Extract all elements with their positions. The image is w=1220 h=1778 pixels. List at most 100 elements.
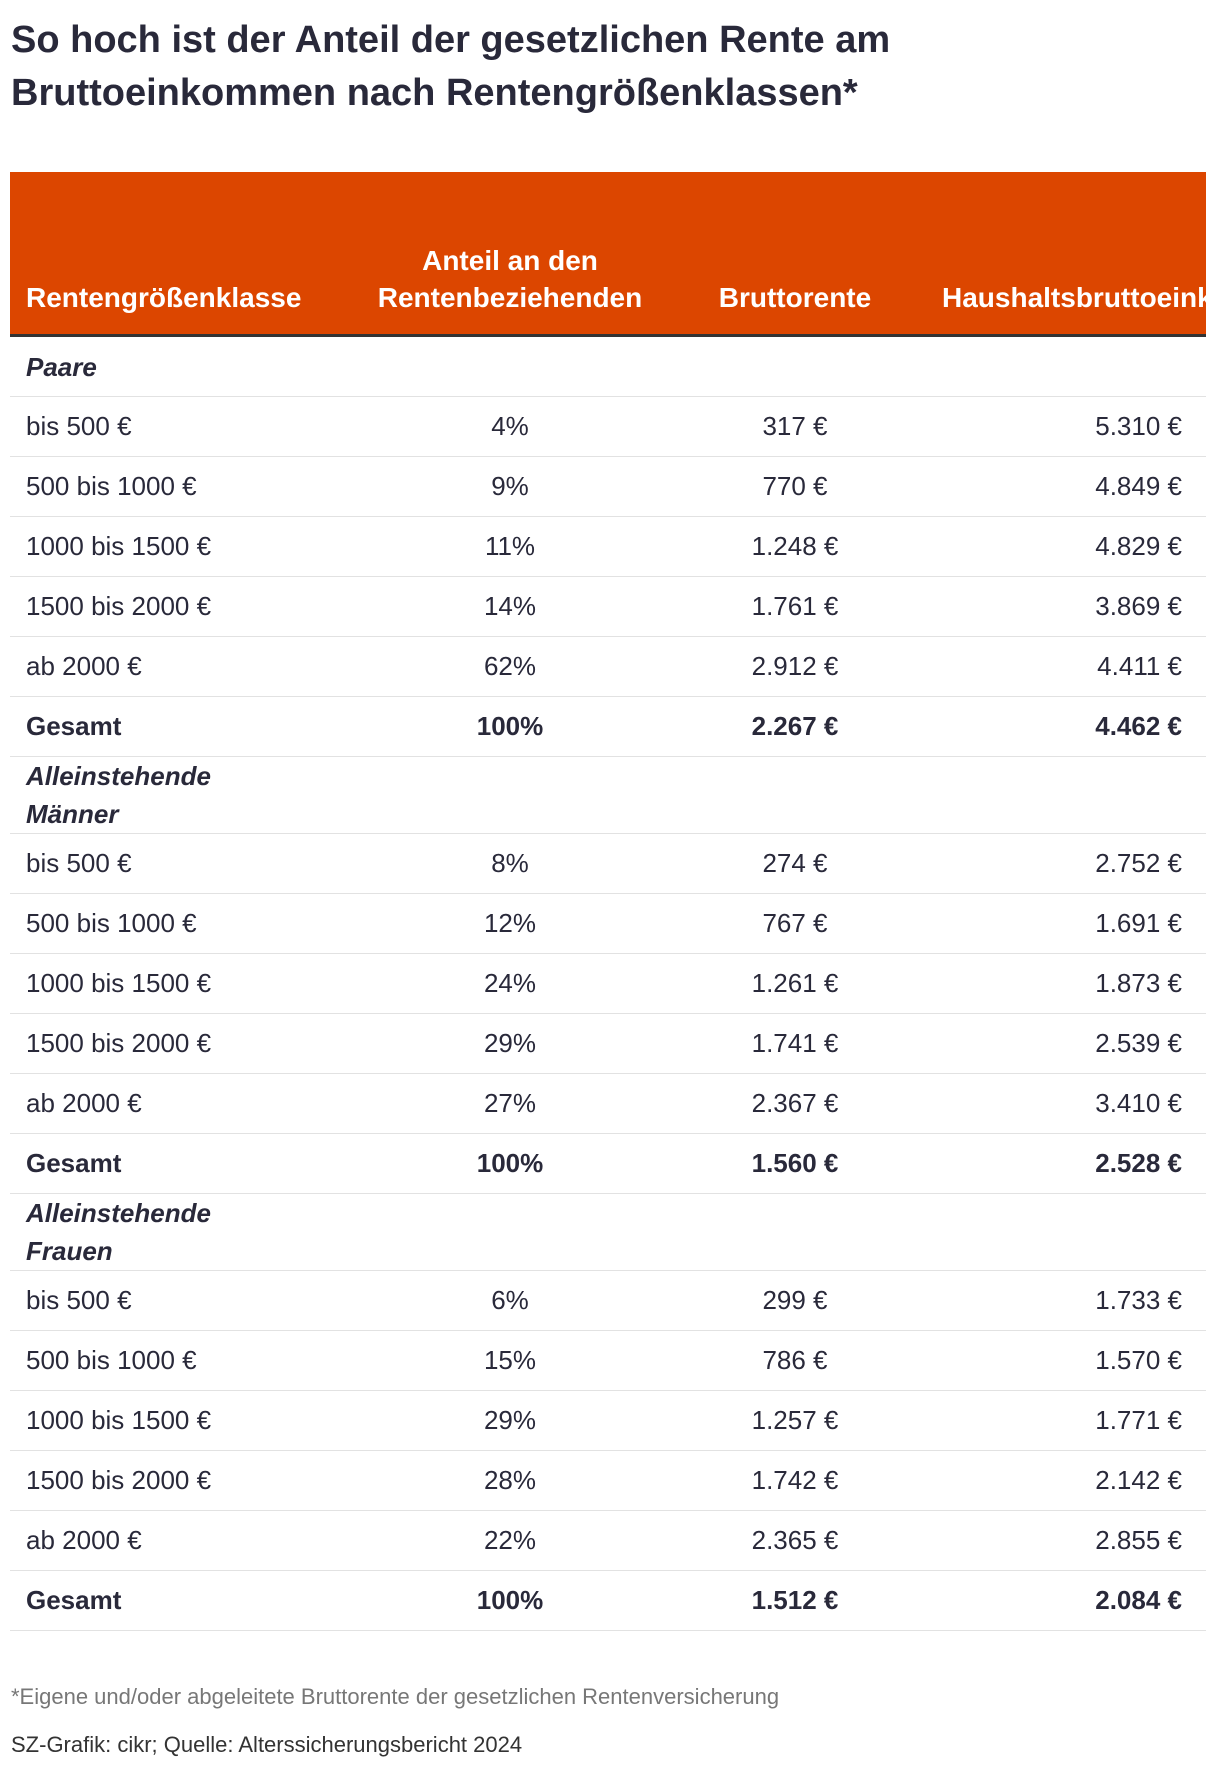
cell: Gesamt <box>10 1570 360 1631</box>
cell: 2.855 € <box>930 1510 1206 1571</box>
cell: 1.248 € <box>660 516 930 577</box>
cell: 1.570 € <box>930 1330 1206 1391</box>
cell: 3.410 € <box>930 1073 1206 1134</box>
table-body: Paare bis 500 €4% 317 €5.310 €500 bis 1000… <box>10 335 1206 1631</box>
cell: 4.829 € <box>930 516 1206 577</box>
cell: 4% <box>360 396 660 457</box>
section-row: Alleinstehende Frauen <box>10 1193 1206 1271</box>
section-cell: Paare <box>10 335 1206 397</box>
cell: 2.539 € <box>930 1013 1206 1074</box>
data-row: 1500 bis 2000 €29% 1.741 €2.539 € <box>10 1013 1206 1074</box>
cell: 29% <box>360 1390 660 1451</box>
cell: 1.733 € <box>930 1270 1206 1331</box>
cell: 62% <box>360 636 660 697</box>
footnote: *Eigene und/oder abgeleitete Bruttorente… <box>11 1684 780 1709</box>
total-row: Gesamt 100% 2.267 €4.462 € <box>10 696 1206 757</box>
cell: 27% <box>360 1073 660 1134</box>
cell: 4.849 € <box>930 456 1206 517</box>
cell: 4.462 € <box>930 696 1206 757</box>
cell: 12% <box>360 893 660 954</box>
data-row: 500 bis 1000 €12% 767 €1.691 € <box>10 893 1206 954</box>
data-row: ab 2000 €27% 2.367 €3.410 € <box>10 1073 1206 1134</box>
cell: 9% <box>360 456 660 517</box>
header-text: Haushaltsbruttoeinkommen <box>942 282 1218 313</box>
cell: 274 € <box>660 833 930 894</box>
data-row: ab 2000 €22% 2.365 €2.855 € <box>10 1510 1206 1571</box>
cell: 1.560 € <box>660 1133 930 1194</box>
section-name: Alleinstehende Frauen <box>26 1198 211 1266</box>
data-row: 1000 bis 1500 €11% 1.248 €4.829 € <box>10 516 1206 577</box>
cell: 5.310 € <box>930 396 1206 457</box>
data-row: 1000 bis 1500 €29% 1.257 €1.771 € <box>10 1390 1206 1451</box>
cell: 1500 bis 2000 € <box>10 1450 360 1511</box>
title: So hoch ist der Anteil der gesetzlichen … <box>11 19 891 114</box>
cell: 100% <box>360 696 660 757</box>
cell: 2.367 € <box>660 1073 930 1134</box>
data-row: 1500 bis 2000 €28% 1.742 €2.142 € <box>10 1450 1206 1511</box>
cell: 767 € <box>660 893 930 954</box>
cell: 8% <box>360 833 660 894</box>
cell: 1.257 € <box>660 1390 930 1451</box>
total-row: Gesamt 100% 1.560 €2.528 € <box>10 1133 1206 1194</box>
data-row: 1500 bis 2000 €14% 1.761 €3.869 € <box>10 576 1206 637</box>
cell: 1500 bis 2000 € <box>10 576 360 637</box>
cell: 770 € <box>660 456 930 517</box>
header-cell: Rentengrößenklasse <box>10 172 360 337</box>
cell: 1000 bis 1500 € <box>10 516 360 577</box>
cell: 2.365 € <box>660 1510 930 1571</box>
header-cell: Haushaltsbruttoeinkommen <box>930 172 1218 337</box>
cell: 24% <box>360 953 660 1014</box>
cell: 1.691 € <box>930 893 1206 954</box>
cell: 15% <box>360 1330 660 1391</box>
cell: 1.761 € <box>660 576 930 637</box>
cell: 2.084 € <box>930 1570 1206 1631</box>
cell: 2.142 € <box>930 1450 1206 1511</box>
cell: 2.267 € <box>660 696 930 757</box>
cell: 22% <box>360 1510 660 1571</box>
data-row: 1000 bis 1500 €24% 1.261 €1.873 € <box>10 953 1206 1014</box>
cell: 500 bis 1000 € <box>10 456 360 517</box>
cell: 2.528 € <box>930 1133 1206 1194</box>
cell: 500 bis 1000 € <box>10 1330 360 1391</box>
cell: 11% <box>360 516 660 577</box>
cell: ab 2000 € <box>10 1510 360 1571</box>
cell: 28% <box>360 1450 660 1511</box>
cell: 6% <box>360 1270 660 1331</box>
source: SZ-Grafik: cikr; Quelle: Alterssicherung… <box>11 1732 523 1757</box>
cell: 4.411 € <box>930 636 1206 697</box>
cell: 3.869 € <box>930 576 1206 637</box>
cell: 1.741 € <box>660 1013 930 1074</box>
cell: 1000 bis 1500 € <box>10 1390 360 1451</box>
cell: 29% <box>360 1013 660 1074</box>
section-cell: Alleinstehende Männer <box>10 756 1206 834</box>
cell: Gesamt <box>10 696 360 757</box>
cell: 500 bis 1000 € <box>10 893 360 954</box>
cell: 317 € <box>660 396 930 457</box>
section-name: Alleinstehende Männer <box>26 761 211 829</box>
header-row: Rentengrößenklasse Anteil an den Rentenbe… <box>10 172 1218 337</box>
total-row: Gesamt 100% 1.512 €2.084 € <box>10 1570 1206 1631</box>
header-cell: Bruttorente <box>660 172 930 337</box>
header-cell: Anteil an den Rentenbeziehenden <box>360 172 660 337</box>
data-row: 500 bis 1000 €15% 786 €1.570 € <box>10 1330 1206 1391</box>
cell: 14% <box>360 576 660 637</box>
data-row: bis 500 €6% 299 €1.733 € <box>10 1270 1206 1331</box>
cell: 1.512 € <box>660 1570 930 1631</box>
cell: bis 500 € <box>10 833 360 894</box>
section-row: Alleinstehende Männer <box>10 756 1206 834</box>
cell: 2.752 € <box>930 833 1206 894</box>
data-row: 500 bis 1000 €9% 770 €4.849 € <box>10 456 1206 517</box>
header-text: Rentengrößenklasse <box>26 282 302 313</box>
cell: ab 2000 € <box>10 636 360 697</box>
cell: 1.873 € <box>930 953 1206 1014</box>
cell: 100% <box>360 1570 660 1631</box>
cell: 1.771 € <box>930 1390 1206 1451</box>
cell: 1.261 € <box>660 953 930 1014</box>
cell: 786 € <box>660 1330 930 1391</box>
data-row: bis 500 €4% 317 €5.310 € <box>10 396 1206 457</box>
cell: 299 € <box>660 1270 930 1331</box>
cell: 1500 bis 2000 € <box>10 1013 360 1074</box>
data-row: bis 500 €8% 274 €2.752 € <box>10 833 1206 894</box>
cell: ab 2000 € <box>10 1073 360 1134</box>
